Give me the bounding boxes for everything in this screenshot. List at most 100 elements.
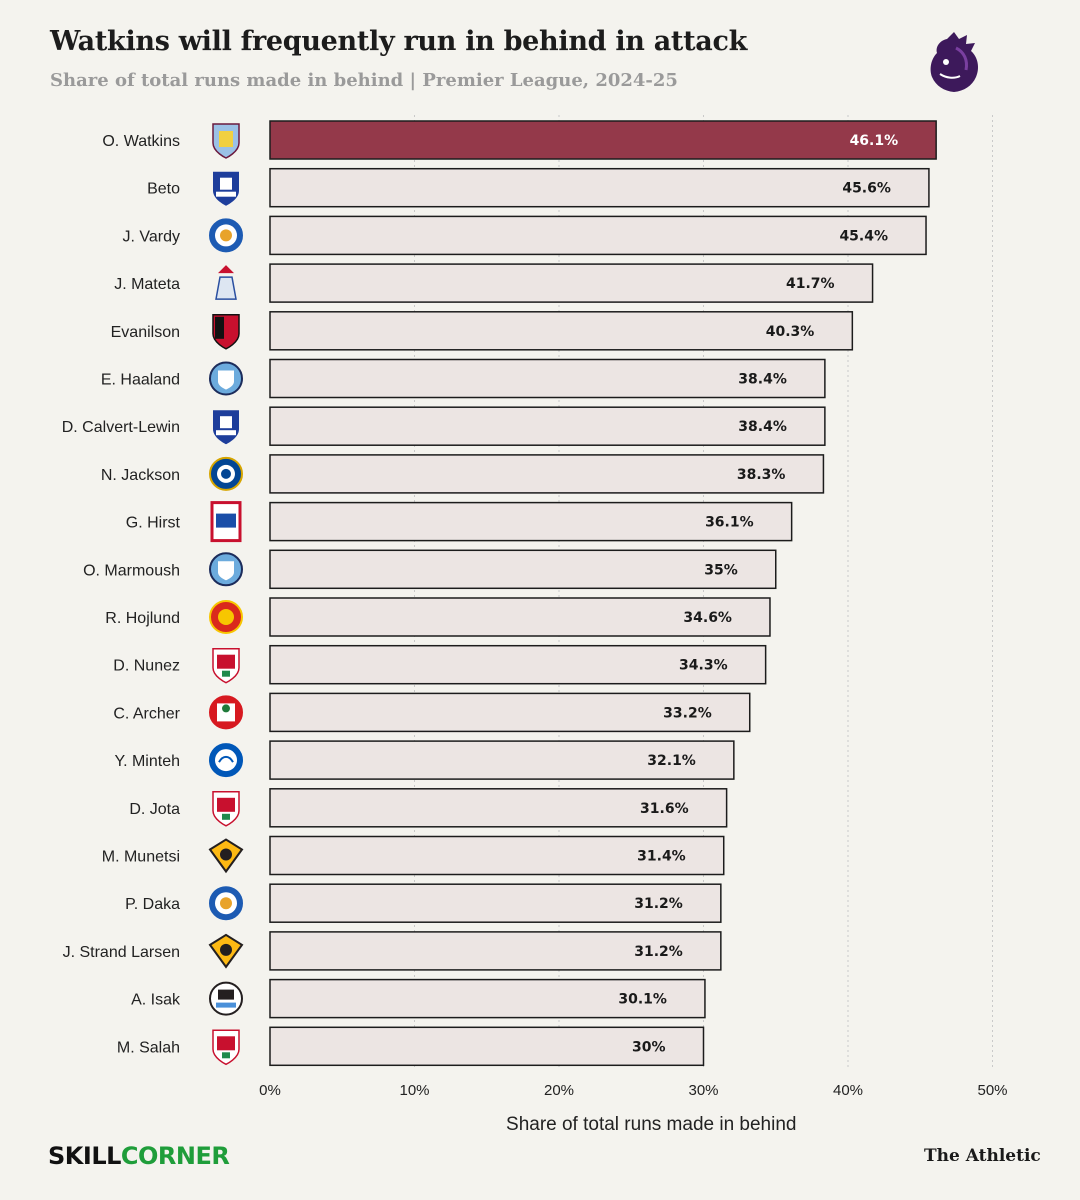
bar-row: D. Nunez 34.3% bbox=[113, 644, 767, 685]
bar-row: M. Munetsi 31.4% bbox=[102, 835, 725, 876]
player-label: M. Munetsi bbox=[102, 849, 180, 866]
value-label: 45.4% bbox=[839, 228, 888, 244]
player-label: D. Calvert-Lewin bbox=[62, 419, 180, 436]
x-tick-label: 10% bbox=[399, 1082, 429, 1099]
bar bbox=[269, 883, 722, 923]
bar-row: J. Strand Larsen 31.2% bbox=[63, 931, 722, 971]
value-label: 41.7% bbox=[786, 276, 835, 292]
value-label: 30.1% bbox=[618, 992, 667, 1008]
value-label: 34.6% bbox=[683, 610, 732, 626]
bar-row: G. Hirst 36.1% bbox=[126, 501, 793, 543]
bar-row: Beto 45.6% bbox=[147, 167, 930, 208]
chart-subtitle: Share of total runs made in behind | Pre… bbox=[50, 70, 678, 91]
everton-crest-icon bbox=[213, 410, 239, 445]
x-tick-label: 30% bbox=[688, 1082, 718, 1099]
bar bbox=[269, 358, 826, 399]
skillcorner-logo-part1: SKILL bbox=[48, 1142, 121, 1170]
player-label: Y. Minteh bbox=[114, 753, 180, 770]
ipswich-town-crest-icon bbox=[210, 501, 242, 543]
value-label: 31.2% bbox=[634, 944, 683, 960]
value-label: 40.3% bbox=[766, 324, 815, 340]
bar bbox=[269, 692, 751, 733]
the-athletic-logo: The Athletic bbox=[924, 1146, 1041, 1166]
skillcorner-logo-part2: CORNER bbox=[120, 1142, 230, 1170]
liverpool-crest-icon bbox=[212, 647, 240, 684]
newcastle-crest-icon bbox=[209, 981, 243, 1016]
bar-row: E. Haaland 38.4% bbox=[101, 358, 826, 399]
player-label: D. Jota bbox=[129, 801, 180, 818]
bar-chart: O. Watkins 46.1% Beto 45.6% J. Vardy 45.4% J. … bbox=[62, 115, 1008, 1135]
player-label: Beto bbox=[147, 181, 180, 198]
bar bbox=[269, 1026, 705, 1067]
aston-villa-crest-icon bbox=[212, 123, 240, 159]
bar bbox=[269, 644, 767, 685]
chart-title: Watkins will frequently run in behind in… bbox=[50, 26, 747, 57]
liverpool-crest-icon bbox=[212, 791, 240, 827]
wolves-crest-icon bbox=[208, 838, 244, 874]
chelsea-crest-icon bbox=[209, 456, 243, 491]
bournemouth-crest-icon bbox=[212, 314, 240, 350]
manchester-united-crest-icon bbox=[209, 600, 243, 634]
leicester-city-crest-icon bbox=[209, 886, 243, 921]
bar bbox=[269, 740, 735, 780]
bar-row: Evanilson 40.3% bbox=[111, 311, 854, 351]
player-label: M. Salah bbox=[117, 1039, 180, 1056]
grid-lines bbox=[414, 115, 993, 1070]
leicester-city-crest-icon bbox=[209, 218, 243, 253]
player-label: C. Archer bbox=[113, 705, 180, 722]
value-label: 31.4% bbox=[637, 849, 686, 865]
bar bbox=[269, 120, 937, 160]
bar bbox=[269, 788, 728, 828]
brighton-crest-icon bbox=[209, 743, 243, 778]
player-label: J. Mateta bbox=[114, 276, 180, 293]
value-label: 46.1% bbox=[850, 133, 899, 149]
manchester-city-crest-icon bbox=[209, 361, 243, 396]
bar-row: R. Hojlund 34.6% bbox=[105, 597, 771, 637]
bar-row: J. Mateta 41.7% bbox=[114, 263, 874, 303]
value-label: 45.6% bbox=[842, 181, 891, 197]
value-label: 36.1% bbox=[705, 515, 754, 531]
player-label: J. Vardy bbox=[123, 228, 181, 245]
value-label: 34.3% bbox=[679, 658, 728, 674]
bar-row: C. Archer 33.2% bbox=[113, 692, 751, 733]
wolves-crest-icon bbox=[208, 933, 244, 969]
player-label: G. Hirst bbox=[126, 515, 181, 532]
x-tick-label: 40% bbox=[833, 1082, 863, 1099]
bar bbox=[269, 549, 777, 590]
value-label: 38.3% bbox=[737, 467, 786, 483]
player-label: P. Daka bbox=[125, 896, 180, 913]
skillcorner-logo: SKILLCORNER bbox=[48, 1142, 230, 1170]
player-label: N. Jackson bbox=[101, 467, 180, 484]
bar bbox=[269, 931, 722, 971]
bar bbox=[269, 597, 771, 637]
value-label: 32.1% bbox=[647, 753, 696, 769]
value-label: 38.4% bbox=[738, 372, 787, 388]
bar-row: P. Daka 31.2% bbox=[125, 883, 722, 923]
bar-row: M. Salah 30% bbox=[117, 1026, 705, 1067]
bar-row: O. Watkins 46.1% bbox=[102, 120, 937, 160]
premier-league-lion-icon bbox=[930, 32, 979, 92]
x-tick-label: 0% bbox=[259, 1082, 281, 1099]
value-label: 33.2% bbox=[663, 705, 712, 721]
value-label: 31.6% bbox=[640, 801, 689, 817]
bar-rows: O. Watkins 46.1% Beto 45.6% J. Vardy 45.4% J. … bbox=[62, 120, 937, 1067]
crystal-palace-crest-icon bbox=[215, 265, 237, 300]
bar bbox=[269, 978, 706, 1019]
manchester-city-crest-icon bbox=[209, 552, 243, 587]
liverpool-crest-icon bbox=[212, 1029, 240, 1066]
player-label: E. Haaland bbox=[101, 372, 180, 389]
bar-row: A. Isak 30.1% bbox=[131, 978, 706, 1019]
player-label: R. Hojlund bbox=[105, 610, 180, 627]
bar-row: N. Jackson 38.3% bbox=[101, 454, 825, 494]
southampton-crest-icon bbox=[209, 695, 243, 730]
bar-row: O. Marmoush 35% bbox=[83, 549, 777, 590]
value-label: 31.2% bbox=[634, 896, 683, 912]
bar-row: Y. Minteh 32.1% bbox=[114, 740, 735, 780]
bar bbox=[269, 454, 825, 494]
bar bbox=[269, 263, 874, 303]
value-label: 30% bbox=[632, 1039, 666, 1055]
player-label: J. Strand Larsen bbox=[63, 944, 180, 961]
bar-row: D. Calvert-Lewin 38.4% bbox=[62, 406, 826, 446]
everton-crest-icon bbox=[213, 171, 239, 206]
x-tick-label: 20% bbox=[544, 1082, 574, 1099]
